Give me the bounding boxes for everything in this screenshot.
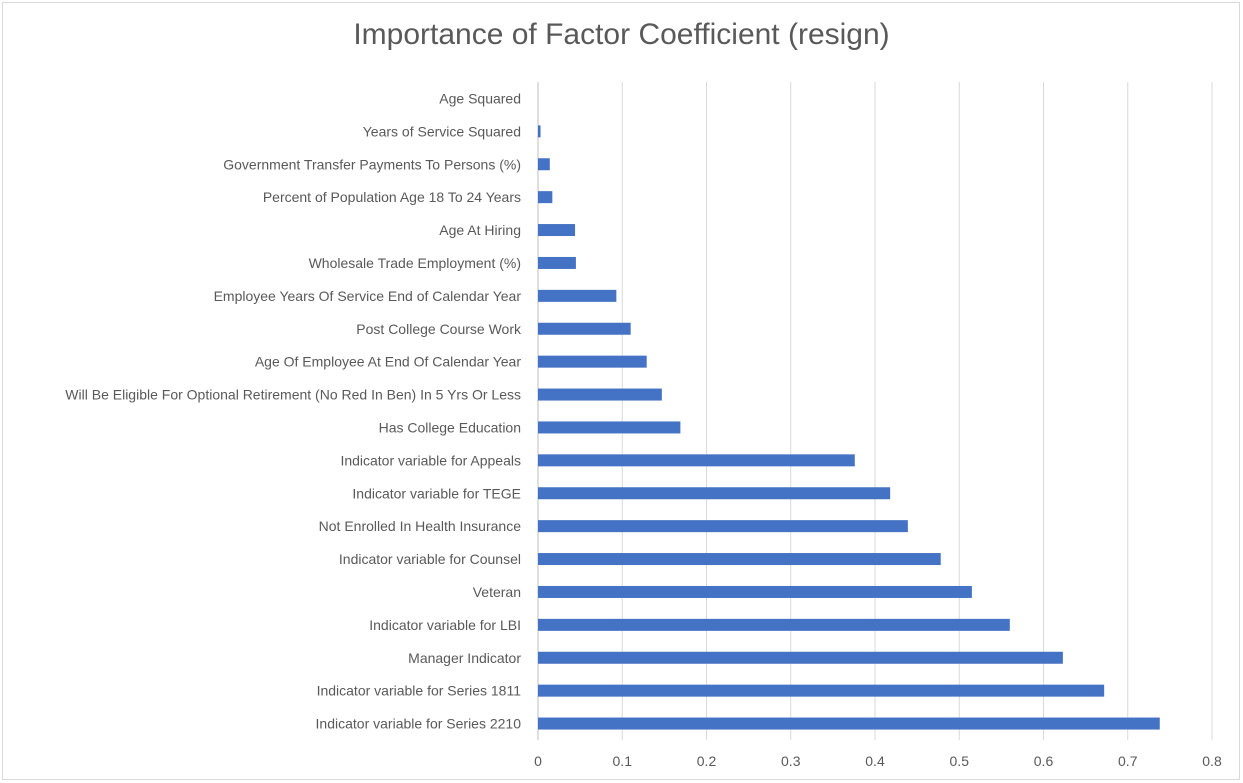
tick-labels: 0 0.1 0.2 0.3 0.4 0.5 0.6 0.7 0.8 <box>534 753 1222 769</box>
category-label: Employee Years Of Service End of Calenda… <box>214 288 522 304</box>
bar <box>538 256 576 269</box>
category-label: Age At Hiring <box>439 222 521 238</box>
category-label: Will Be Eligible For Optional Retirement… <box>65 387 521 403</box>
bar <box>538 585 972 598</box>
x-tick-label: 0.6 <box>1034 753 1054 769</box>
category-label: Veteran <box>473 584 521 600</box>
category-label: Government Transfer Payments To Persons … <box>223 156 521 172</box>
bar <box>538 158 550 171</box>
category-label: Post College Course Work <box>356 321 522 337</box>
bar <box>538 224 576 237</box>
category-labels: Age Squared Years of Service Squared Gover… <box>65 90 522 731</box>
category-label: Indicator variable for Appeals <box>340 452 521 468</box>
category-label: Age Of Employee At End Of Calendar Year <box>255 354 522 370</box>
category-label: Indicator variable for LBI <box>369 617 521 633</box>
bar <box>538 191 553 204</box>
bar <box>538 651 1063 664</box>
category-label: Not Enrolled In Health Insurance <box>319 518 522 534</box>
category-label: Years of Service Squared <box>363 123 521 139</box>
bar <box>538 355 647 368</box>
x-tick-label: 0.4 <box>865 753 885 769</box>
x-tick-label: 0.8 <box>1202 753 1222 769</box>
category-label: Percent of Population Age 18 To 24 Years <box>263 189 521 205</box>
bar <box>538 322 631 335</box>
bar <box>538 487 891 500</box>
category-label: Wholesale Trade Employment (%) <box>309 255 521 271</box>
bar <box>538 684 1105 697</box>
category-label: Indicator variable for TEGE <box>352 485 521 501</box>
grid-lines <box>537 82 1213 740</box>
bar <box>538 717 1160 730</box>
x-tick-label: 0.5 <box>950 753 970 769</box>
x-tick-label: 0.1 <box>613 753 633 769</box>
x-tick-label: 0.2 <box>697 753 717 769</box>
category-label: Age Squared <box>439 90 521 106</box>
category-label: Indicator variable for Counsel <box>339 551 521 567</box>
bars <box>538 125 1160 730</box>
category-label: Manager Indicator <box>408 650 521 666</box>
category-label: Indicator variable for Series 1811 <box>317 683 522 699</box>
category-label: Has College Education <box>379 419 521 435</box>
x-tick-label: 0.3 <box>781 753 801 769</box>
bar <box>538 520 908 533</box>
chart-title: Importance of Factor Coefficient (resign… <box>353 18 890 51</box>
bar <box>538 289 617 302</box>
category-label: Indicator variable for Series 2210 <box>316 716 522 732</box>
bar <box>538 553 941 566</box>
bar <box>538 618 1010 631</box>
bar <box>538 421 681 434</box>
x-tick-label: 0.7 <box>1118 753 1138 769</box>
bar <box>538 125 541 138</box>
bar <box>538 454 855 467</box>
bar <box>538 388 662 401</box>
x-tick-label: 0 <box>534 753 542 769</box>
